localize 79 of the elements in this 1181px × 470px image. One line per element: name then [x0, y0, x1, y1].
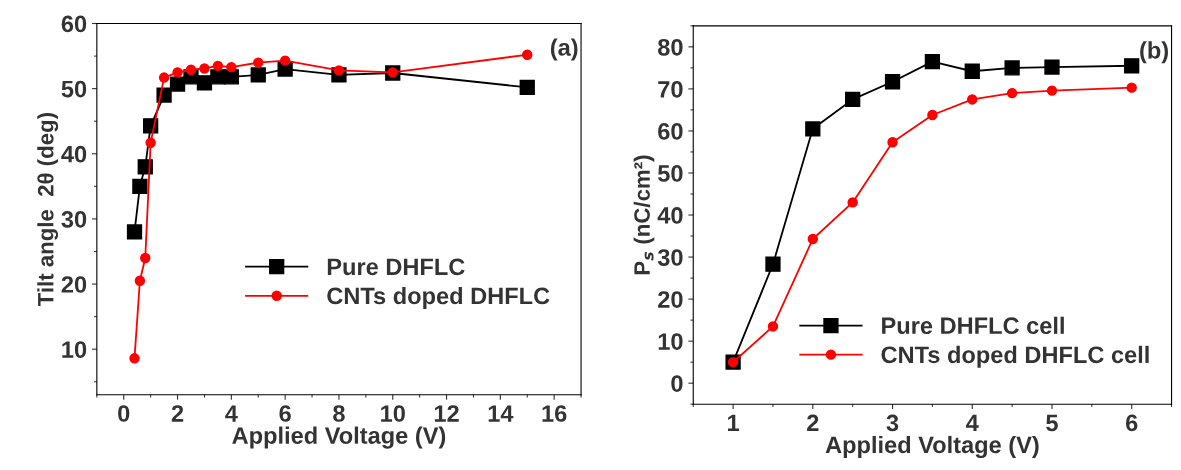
y-tick-label: 60: [61, 15, 87, 33]
point: [519, 79, 535, 95]
annotation: (b): [1140, 41, 1168, 64]
y-tick-label: 40: [61, 145, 87, 163]
point: [1044, 59, 1060, 75]
point: [887, 137, 898, 148]
y-tick-label: 30: [657, 249, 683, 266]
point: [765, 256, 781, 272]
point: [967, 94, 978, 105]
point: [226, 61, 237, 73]
x-tick-label: 12: [434, 405, 459, 422]
point: [279, 55, 291, 66]
x-tick-label: 6: [279, 405, 291, 422]
point: [132, 178, 148, 194]
point: [210, 69, 226, 85]
y-axis-title: P$_{s}$ (nC/cm²): [633, 155, 655, 275]
y-tick-label: 10: [658, 333, 683, 350]
y-tick-label: 80: [658, 38, 683, 56]
legend-label: CNTs doped DHFLC cell: [881, 345, 1149, 368]
point: [1004, 60, 1020, 76]
y-tick-label: 0: [671, 375, 683, 392]
point: [847, 197, 858, 208]
point: [333, 65, 345, 76]
legend-label: Pure DHFLC: [327, 258, 465, 276]
point: [169, 76, 186, 92]
y-tick-label: 10: [62, 341, 87, 358]
annotation: (a): [550, 38, 578, 61]
y-tick-label: 60: [658, 123, 683, 140]
x-tick-label: 2: [171, 405, 184, 422]
point: [212, 60, 224, 72]
x-tick-label: 0: [118, 405, 130, 422]
point: [140, 252, 151, 264]
y-tick-label: 30: [61, 210, 87, 228]
point: [522, 49, 533, 60]
point: [199, 63, 210, 74]
y-tick-label: 20: [658, 291, 683, 308]
y-tick-label: 40: [657, 207, 683, 224]
point: [129, 353, 140, 364]
point: [253, 57, 264, 68]
point: [1006, 87, 1018, 99]
x-tick-label: 4: [966, 414, 979, 432]
y-tick-label: 50: [61, 80, 87, 98]
point: [172, 67, 183, 78]
point: [805, 121, 821, 137]
x-tick-label: 6: [1125, 414, 1138, 432]
point: [145, 137, 156, 148]
legend-label: Pure DHFLC cell: [882, 316, 1064, 335]
point: [1046, 85, 1058, 96]
x-tick-label: 8: [333, 405, 345, 422]
y-tick-label: 20: [61, 276, 87, 293]
x-tick-label: 5: [1046, 414, 1058, 432]
legend-label: CNTs doped DHFLC: [327, 286, 550, 309]
point: [927, 109, 938, 121]
point: [134, 275, 146, 287]
y-tick-label: 70: [658, 80, 683, 98]
point: [250, 67, 266, 83]
point: [223, 69, 239, 85]
x-tick-label: 3: [886, 414, 899, 432]
x-tick-label: 2: [807, 414, 819, 432]
point: [1126, 82, 1137, 93]
point: [924, 53, 941, 70]
point: [185, 64, 197, 75]
point: [158, 72, 170, 83]
x-tick-label: 14: [488, 405, 514, 422]
x-tick-label: 10: [381, 405, 405, 422]
x-tick-label: 4: [225, 405, 238, 422]
x-tick-label: 1: [728, 414, 740, 432]
y-axis-title: Tilt angle 2θ (deg): [37, 113, 59, 307]
point: [845, 91, 861, 108]
point: [126, 224, 143, 240]
x-axis-title: Applied Voltage (V): [232, 426, 446, 449]
point: [1124, 58, 1140, 74]
point: [884, 74, 901, 90]
point: [964, 63, 980, 79]
point: [807, 233, 819, 245]
y-tick-label: 50: [657, 165, 683, 182]
x-axis-title: Applied Voltage (V): [825, 435, 1039, 459]
x-tick-label: 16: [542, 405, 567, 422]
point: [767, 321, 779, 332]
